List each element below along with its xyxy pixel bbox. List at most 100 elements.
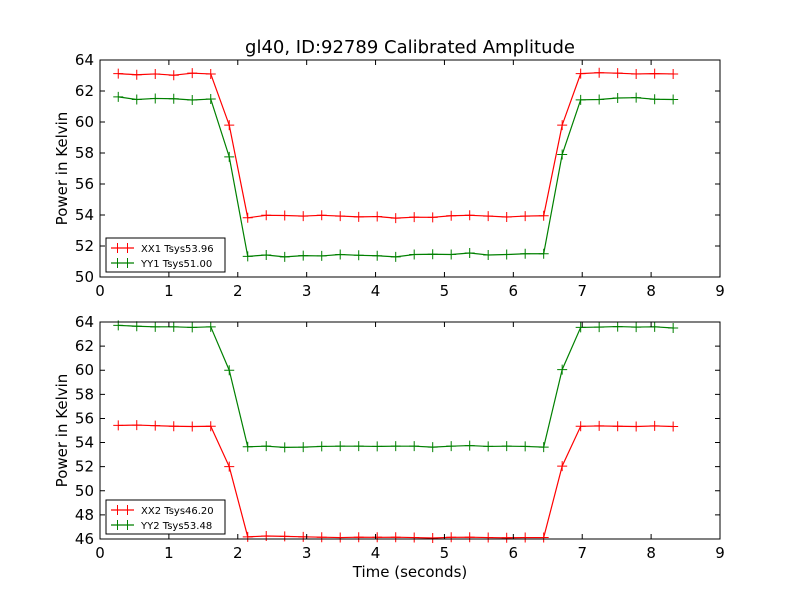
data-point-marker	[612, 321, 623, 332]
data-point-marker	[372, 211, 383, 222]
y-tick-label: 58	[75, 385, 94, 403]
data-point-marker	[668, 94, 679, 105]
data-point-marker	[649, 420, 660, 431]
data-point-marker	[131, 321, 142, 332]
data-point-marker	[390, 251, 401, 262]
legend-label: YY1 Tsys51.00	[140, 259, 212, 270]
data-point-marker	[538, 248, 549, 259]
data-point-marker	[224, 120, 235, 131]
legend-label: YY2 Tsys53.48	[140, 521, 212, 532]
y-axis-label: Power in Kelvin	[53, 112, 71, 226]
data-point-marker	[113, 91, 124, 102]
data-point-marker	[261, 441, 272, 452]
axes-frame	[99, 321, 721, 540]
data-point-marker	[353, 441, 364, 452]
legend-marker-icon	[117, 243, 128, 253]
data-point-marker	[335, 532, 346, 543]
data-point-marker	[205, 94, 216, 105]
data-point-marker	[131, 94, 142, 105]
data-point-marker	[242, 251, 253, 262]
y-tick-label: 60	[75, 361, 94, 379]
legend-item: XX2 Tsys46.20	[111, 505, 214, 517]
data-point-marker	[390, 213, 401, 224]
legend-label: XX1 Tsys53.96	[141, 244, 214, 255]
data-point-marker	[557, 364, 568, 375]
data-point-marker	[668, 323, 679, 334]
data-point-marker	[187, 421, 198, 432]
data-point-marker	[427, 533, 438, 544]
data-point-marker	[464, 210, 475, 221]
data-point-marker	[150, 93, 161, 104]
y-tick-label: 52	[75, 458, 94, 476]
x-tick-label: 4	[371, 544, 381, 562]
x-tick-label: 3	[302, 282, 312, 300]
data-point-marker	[575, 94, 586, 105]
data-point-marker	[538, 210, 549, 221]
data-point-marker	[131, 69, 142, 80]
data-point-marker	[279, 442, 290, 453]
data-point-marker	[316, 210, 327, 221]
data-point-marker	[316, 441, 327, 452]
data-point-marker	[298, 250, 309, 261]
x-tick-label: 5	[440, 282, 450, 300]
data-point-marker	[187, 322, 198, 333]
data-point-marker	[372, 250, 383, 261]
data-point-marker	[261, 249, 272, 260]
data-point-marker	[612, 68, 623, 79]
y-tick-label: 64	[75, 313, 94, 331]
data-point-marker	[538, 532, 549, 543]
data-point-marker	[649, 94, 660, 105]
data-point-marker	[187, 68, 198, 79]
y-tick-label: 52	[75, 237, 94, 255]
data-point-marker	[483, 249, 494, 260]
data-point-marker	[649, 68, 660, 79]
data-point-marker	[483, 532, 494, 543]
data-point-marker	[427, 249, 438, 260]
legend-box	[105, 237, 226, 273]
data-point-marker	[353, 532, 364, 543]
data-point-marker	[464, 532, 475, 543]
legend: XX2 Tsys46.20 YY2 Tsys53.48	[105, 499, 226, 535]
x-tick-label: 7	[577, 544, 587, 562]
data-point-marker	[298, 442, 309, 453]
legend-item: YY1 Tsys51.00	[111, 258, 212, 270]
data-point-marker	[205, 68, 216, 79]
data-point-marker	[316, 250, 327, 261]
data-point-marker	[631, 421, 642, 432]
x-tick-label: 2	[233, 282, 243, 300]
x-tick-label: 3	[302, 544, 312, 562]
data-point-marker	[557, 461, 568, 472]
data-point-marker	[168, 93, 179, 104]
data-point-marker	[279, 210, 290, 221]
data-point-marker	[409, 249, 420, 260]
x-axis-label: Time (seconds)	[352, 563, 468, 581]
y-tick-label: 62	[75, 82, 94, 100]
data-point-marker	[224, 461, 235, 472]
x-tick-label: 2	[233, 544, 243, 562]
data-point-marker	[372, 532, 383, 543]
legend-label: XX2 Tsys46.20	[141, 506, 214, 517]
x-tick-label: 5	[440, 544, 450, 562]
y-tick-label: 56	[75, 409, 94, 427]
x-tick-label: 1	[164, 282, 174, 300]
data-point-marker	[631, 92, 642, 103]
legend: XX1 Tsys53.96 YY1 Tsys51.00	[105, 237, 226, 273]
legend-marker-icon	[117, 505, 128, 515]
data-point-marker	[557, 120, 568, 131]
data-point-marker	[353, 211, 364, 222]
data-point-marker	[390, 532, 401, 543]
data-point-marker	[446, 249, 457, 260]
data-point-marker	[409, 212, 420, 223]
x-tick-label: 0	[95, 282, 105, 300]
legend-box	[105, 499, 226, 535]
data-point-marker	[538, 442, 549, 453]
x-tick-label: 4	[371, 282, 381, 300]
data-point-marker	[224, 151, 235, 162]
x-tick-label: 8	[646, 282, 656, 300]
data-point-marker	[409, 441, 420, 452]
y-tick-label: 50	[75, 482, 94, 500]
data-point-marker	[631, 68, 642, 79]
y-tick-label: 64	[75, 51, 94, 69]
x-tick-label: 1	[164, 544, 174, 562]
data-point-marker	[335, 211, 346, 222]
